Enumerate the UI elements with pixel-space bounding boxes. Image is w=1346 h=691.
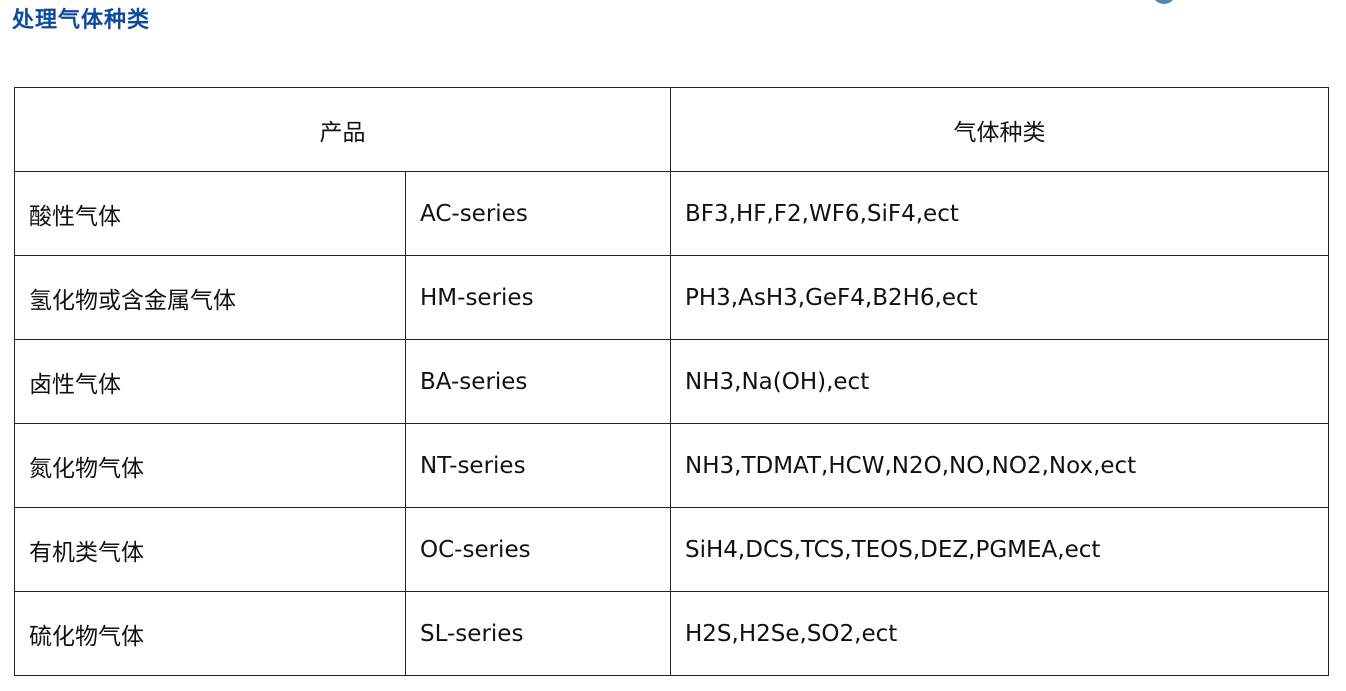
gases-cell: SiH4,DCS,TCS,TEOS,DEZ,PGMEA,ect bbox=[670, 507, 1329, 592]
series-cell: NT-series bbox=[405, 423, 671, 508]
series-cell: HM-series bbox=[405, 255, 671, 340]
page-title: 处理气体种类 bbox=[12, 8, 151, 33]
gases-cell: NH3,TDMAT,HCW,N2O,NO,NO2,Nox,ect bbox=[670, 423, 1329, 508]
table-header-row: 产品 气体种类 bbox=[14, 87, 1329, 172]
logo-fragment bbox=[1152, 0, 1176, 4]
gases-cell: PH3,AsH3,GeF4,B2H6,ect bbox=[670, 255, 1329, 340]
category-cell: 有机类气体 bbox=[14, 507, 406, 592]
series-cell: OC-series bbox=[405, 507, 671, 592]
header-gas-types: 气体种类 bbox=[670, 87, 1329, 172]
gases-cell: H2S,H2Se,SO2,ect bbox=[670, 591, 1329, 676]
gas-types-table: 产品 气体种类 酸性气体 AC-series BF3,HF,F2,WF6,SiF4,… bbox=[14, 87, 1329, 676]
table-row: 酸性气体 AC-series BF3,HF,F2,WF6,SiF4,ect bbox=[14, 171, 1329, 256]
header-product: 产品 bbox=[14, 87, 671, 172]
table-row: 硫化物气体 SL-series H2S,H2Se,SO2,ect bbox=[14, 591, 1329, 676]
category-cell: 卤性气体 bbox=[14, 339, 406, 424]
series-cell: AC-series bbox=[405, 171, 671, 256]
gases-cell: NH3,Na(OH),ect bbox=[670, 339, 1329, 424]
category-cell: 氢化物或含金属气体 bbox=[14, 255, 406, 340]
table-row: 氮化物气体 NT-series NH3,TDMAT,HCW,N2O,NO,NO2,N… bbox=[14, 423, 1329, 508]
category-cell: 酸性气体 bbox=[14, 171, 406, 256]
category-cell: 硫化物气体 bbox=[14, 591, 406, 676]
gases-cell: BF3,HF,F2,WF6,SiF4,ect bbox=[670, 171, 1329, 256]
table-row: 有机类气体 OC-series SiH4,DCS,TCS,TEOS,DEZ,PGME… bbox=[14, 507, 1329, 592]
table-row: 卤性气体 BA-series NH3,Na(OH),ect bbox=[14, 339, 1329, 424]
table-row: 氢化物或含金属气体 HM-series PH3,AsH3,GeF4,B2H6,ect bbox=[14, 255, 1329, 340]
series-cell: BA-series bbox=[405, 339, 671, 424]
series-cell: SL-series bbox=[405, 591, 671, 676]
category-cell: 氮化物气体 bbox=[14, 423, 406, 508]
